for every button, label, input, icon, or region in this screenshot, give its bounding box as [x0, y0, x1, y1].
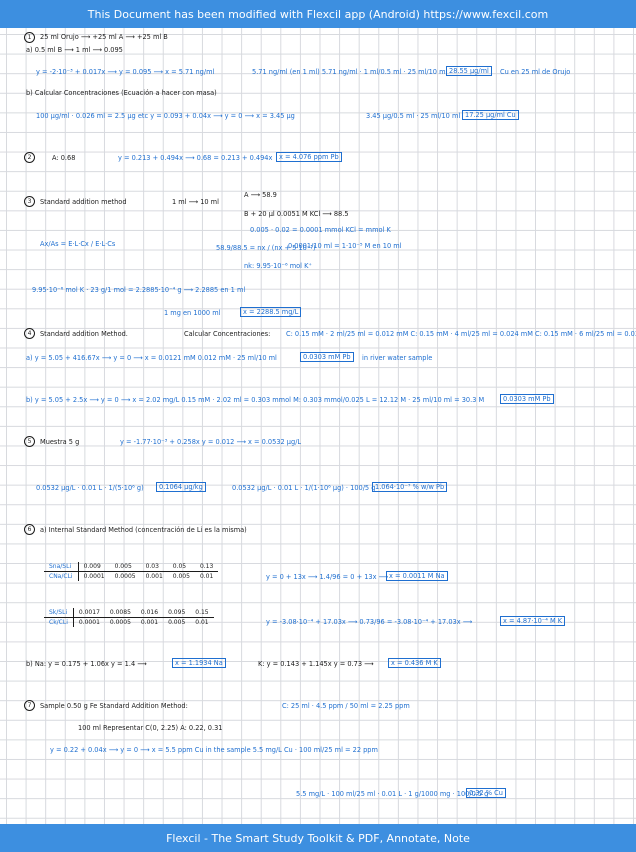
s4-a-tail: in river water sample: [362, 354, 433, 362]
s7-dilution: 100 ml Representar C(0, 2.25) A: 0.22, 0…: [78, 724, 223, 732]
s3-b: B + 20 µl 0.0051 M KCl ⟶ 88.5: [244, 210, 349, 218]
s7-answer-box: 0.32 % Cu: [466, 788, 506, 798]
s6-title: a) Internal Standard Method (concentraci…: [40, 526, 247, 534]
s7-title: Sample 0.50 g Fe Standard Addition Metho…: [40, 702, 188, 710]
table-cell: 0.001: [140, 619, 159, 626]
s2-answer-box: x = 4.076 ppm Pb: [276, 152, 342, 162]
table-cell: 0.005: [109, 562, 141, 572]
s7-equation: y = 0.22 + 0.04x ⟶ y = 0 ⟶ x = 5.5 ppm C…: [50, 746, 378, 754]
flexcil-bottom-banner[interactable]: Flexcil - The Smart Study Toolkit & PDF,…: [0, 824, 636, 852]
s1-b-answer-box: 17.25 µg/ml Cu: [462, 110, 519, 120]
s6-t2-header1: Sk/SLi: [44, 608, 74, 618]
s1-calculation: 5.71 ng/ml (en 1 ml) 5.71 ng/ml · 1 ml/0…: [252, 68, 448, 76]
s6-table-k: Sk/SLi 0.0017 0.0085 0.016 0.095 0.15 Ck…: [44, 608, 214, 627]
s3-nk: nk: 9.95·10⁻⁶ mol K⁺: [244, 262, 312, 270]
s4-b-answer-box: 0.0303 mM Pb: [500, 394, 554, 404]
section-number-1: 1: [24, 32, 35, 43]
s5-answer2-box: 1.064·10⁻⁷ % w/w Pb: [372, 482, 448, 492]
s4-conc-title: Calcular Concentraciones:: [184, 330, 271, 338]
s4-title: Standard addition Method.: [40, 330, 128, 338]
s6-t1-answer-box: x = 0.0011 M Na: [386, 571, 448, 581]
s6-b-k: K: y = 0.143 + 1.145x y = 0.73 ⟶: [258, 660, 374, 668]
s5-answer1-box: 0.1064 µg/kg: [156, 482, 206, 492]
s6-b-answer1-box: x = 1.1934 Na: [172, 658, 226, 668]
s1-b-line: 100 µg/ml · 0.026 ml = 2.5 µg etc y = 0.…: [36, 112, 295, 120]
s1-part-b: b) Calcular Concentraciones (Ecuación a …: [26, 89, 217, 97]
s3-fraction: Ax/As = E·L·Cx / E·L·Cs: [40, 240, 116, 248]
table-cell: 0.005: [168, 619, 186, 626]
table-cell: 0.0085: [104, 608, 136, 618]
s5-calc1: 0.0532 µg/L · 0.01 L · 1/(5·10⁶ g): [36, 484, 144, 492]
section-number-4: 4: [24, 328, 35, 339]
s3-mass: 9.95·10⁻⁶ mol K · 23 g/1 mol = 2.2885·10…: [32, 286, 246, 294]
s4-conc-values: C: 0.15 mM · 2 ml/25 ml = 0.012 mM C: 0.…: [286, 330, 636, 338]
table-cell: 0.0001: [83, 573, 105, 580]
s1-answer-tail: Cu en 25 ml de Orujo: [500, 68, 571, 76]
flexcil-top-banner[interactable]: This Document has been modified with Fle…: [0, 0, 636, 28]
s3-mmol: 0.005 · 0.02 = 0.0001 mmol KCl = mmol K: [250, 226, 391, 234]
s6-t2-equation: y = -3.08·10⁻⁴ + 17.03x ⟶ 0.73/96 = -3.0…: [266, 618, 473, 626]
s1-b-calc: 3.45 µg/0.5 ml · 25 ml/10 ml: [366, 112, 461, 120]
table-cell: 0.005: [172, 573, 190, 580]
s5-equation: y = -1.77·10⁻³ + 0.258x y = 0.012 ⟶ x = …: [120, 438, 302, 446]
s3-answer-box: x = 2288.5 mg/L: [240, 307, 302, 317]
s1-answer-box: 28.55 µg/ml: [446, 66, 492, 76]
table-cell: 0.15: [190, 608, 214, 618]
table-cell: 0.0005: [109, 619, 131, 626]
s4-part-a: a) y = 5.05 + 416.67x ⟶ y = 0 ⟶ x = 0.01…: [26, 354, 277, 362]
section-number-2: 2: [24, 152, 35, 163]
s6-t2-answer-box: x = 4.87·10⁻⁴ M K: [500, 616, 566, 626]
s3-numeric: 58.9/88.5 = nx / (nx + 5·10⁻⁵): [216, 244, 316, 252]
s3-flow: 1 ml ⟶ 10 ml: [172, 198, 219, 206]
table-cell: 0.0005: [114, 573, 136, 580]
table-cell: 0.095: [163, 608, 191, 618]
s7-calc: 5.5 mg/L · 100 ml/25 ml · 0.01 L · 1 g/1…: [296, 790, 489, 798]
table-cell: 0.01: [199, 573, 214, 580]
s6-t1-header1: Sna/SLi: [44, 562, 79, 572]
s6-b-answer2-box: x = 0.436 M K: [388, 658, 441, 668]
table-cell: 0.01: [195, 619, 209, 626]
section-number-5: 5: [24, 436, 35, 447]
s6-t1-equation: y = 0 + 13x ⟶ 1.4/96 = 0 + 13x ⟶: [266, 573, 389, 581]
table-cell: 0.05: [167, 562, 195, 572]
s3-a: A ⟶ 58.9: [244, 191, 277, 199]
s2-label: A: 0.68: [52, 154, 76, 162]
s3-mass2: 1 mg en 1000 ml: [164, 309, 221, 317]
note-page: 1 25 ml Orujo ⟶ +25 ml A ⟶ +25 ml B a) 0…: [0, 28, 636, 824]
s3-title: Standard addition method: [40, 198, 127, 206]
s5-calc2: 0.0532 µg/L · 0.01 L · 1/(1·10⁶ µg) · 10…: [232, 484, 376, 492]
s4-part-b: b) y = 5.05 + 2.5x ⟶ y = 0 ⟶ x = 2.02 mg…: [26, 396, 485, 404]
table-cell: 0.0017: [73, 608, 105, 618]
section-number-7: 7: [24, 700, 35, 711]
s3-conc: 0.0001/10 ml = 1·10⁻⁵ M en 10 ml: [288, 242, 402, 250]
s6-t2-header2: Ck/CLi: [44, 617, 74, 627]
banner-text: Flexcil - The Smart Study Toolkit & PDF,…: [166, 831, 470, 845]
s1-title: 25 ml Orujo ⟶ +25 ml A ⟶ +25 ml B: [40, 33, 168, 41]
table-cell: 0.016: [135, 608, 164, 618]
s7-conc: C: 25 ml · 4.5 ppm / 50 ml = 2.25 ppm: [282, 702, 410, 710]
banner-text: This Document has been modified with Fle…: [87, 7, 549, 21]
s5-title: Muestra 5 g: [40, 438, 80, 446]
s1-equation: y = -2·10⁻³ + 0.017x ⟶ y = 0.095 ⟶ x = 5…: [36, 68, 215, 76]
s6-t1-header2: CNa/CLi: [44, 571, 79, 581]
section-number-3: 3: [24, 196, 35, 207]
s6-part-b: b) Na: y = 0.175 + 1.06x y = 1.4 ⟶: [26, 660, 147, 668]
table-cell: 0.0001: [78, 619, 100, 626]
s4-a-answer-box: 0.0303 mM Pb: [300, 352, 354, 362]
s6-table-na: Sna/SLi 0.009 0.005 0.03 0.05 0.13 CNa/C…: [44, 562, 219, 581]
s1-part-a: a) 0.5 ml B ⟶ 1 ml ⟶ 0.095: [26, 46, 123, 54]
s2-equation: y = 0.213 + 0.494x ⟶ 0.68 = 0.213 + 0.49…: [118, 154, 273, 162]
table-cell: 0.009: [78, 562, 110, 572]
section-number-6: 6: [24, 524, 35, 535]
table-cell: 0.001: [145, 573, 163, 580]
table-cell: 0.13: [194, 562, 219, 572]
table-cell: 0.03: [140, 562, 168, 572]
